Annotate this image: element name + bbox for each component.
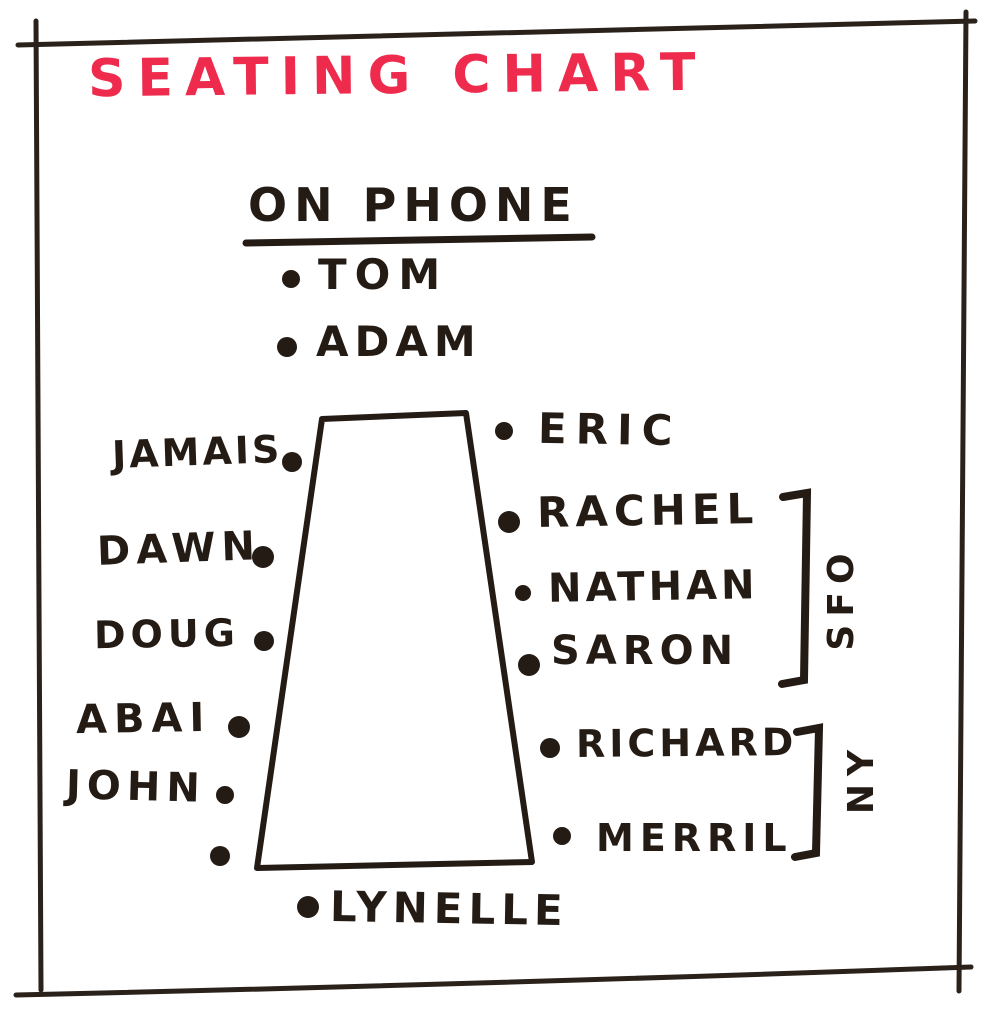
frame-left-line (33, 18, 44, 993)
ny-group-bracket (791, 723, 824, 861)
frame-border (13, 9, 978, 998)
sfo-group-bracket (778, 488, 812, 688)
seat-label-right: ERIC (537, 403, 682, 456)
conference-table (254, 410, 535, 871)
seat-dot (254, 631, 274, 651)
seat-dot (216, 786, 234, 804)
seat-label-bottom: LYNELLE (329, 881, 570, 936)
seat-dot (553, 827, 571, 845)
on-phone-attendee: TOM (318, 250, 449, 299)
seat-label-right: MERRIL (596, 816, 793, 860)
seat-label-right: RACHEL (536, 484, 760, 537)
group-label-sfo: SFO (821, 545, 862, 651)
frame-top-line (15, 18, 978, 48)
seat-dot (495, 422, 513, 440)
bullet-dot (277, 337, 297, 357)
seat-dot (252, 546, 274, 568)
seat-dot (498, 511, 520, 533)
seat-dot (228, 716, 250, 738)
empty-seat-dot (210, 846, 230, 866)
on-phone-underline (242, 233, 596, 247)
seat-label-left: JAMAIS (111, 427, 283, 477)
frame-right-line (956, 9, 969, 994)
seat-dot (282, 452, 302, 472)
bullet-dot (282, 270, 300, 288)
seat-label-right: SARON (551, 628, 740, 674)
seat-label-left: JOHN (65, 762, 207, 812)
seat-dot (540, 738, 560, 758)
seat-label-left: DOUG (93, 610, 241, 658)
on-phone-attendee: ADAM (316, 317, 482, 366)
seat-dot (515, 585, 531, 601)
seat-dot (518, 654, 540, 676)
group-label-ny: NY (841, 741, 882, 815)
on-phone-heading: ON PHONE (248, 178, 579, 232)
frame-bottom-line (13, 964, 974, 998)
page-title: SEATING CHART (87, 42, 708, 110)
seat-label-right: NATHAN (547, 562, 759, 612)
seat-dot (297, 896, 319, 918)
seat-label-left: DAWN (96, 523, 262, 575)
seat-label-right: RICHARD (575, 720, 798, 766)
seat-label-left: ABAI (75, 694, 212, 744)
